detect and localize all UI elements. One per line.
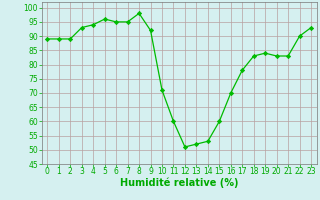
X-axis label: Humidité relative (%): Humidité relative (%) — [120, 178, 238, 188]
